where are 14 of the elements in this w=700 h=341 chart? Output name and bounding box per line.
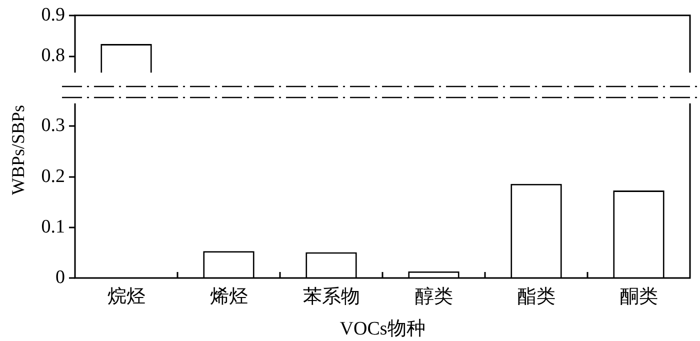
y-tick-label: 0.1 xyxy=(41,216,65,238)
x-tick-label: 苯系物 xyxy=(302,286,360,308)
y-tick-label: 0 xyxy=(56,266,65,288)
x-tick-label: 烷烃 xyxy=(107,286,146,308)
x-tick-label: 酯类 xyxy=(517,286,556,308)
x-tick-label: 烯烃 xyxy=(210,286,248,308)
x-axis-title: VOCs物种 xyxy=(340,318,426,340)
y-tick-label: 0.8 xyxy=(41,45,65,66)
x-tick-label: 酮类 xyxy=(620,286,658,308)
y-axis-title: WBPs/SBPs xyxy=(8,104,28,198)
y-tick-label: 0.2 xyxy=(41,166,65,187)
x-tick-label: 醇类 xyxy=(414,286,453,308)
y-tick-label: 0.9 xyxy=(41,4,65,26)
y-tick-label: 0.3 xyxy=(41,115,65,136)
